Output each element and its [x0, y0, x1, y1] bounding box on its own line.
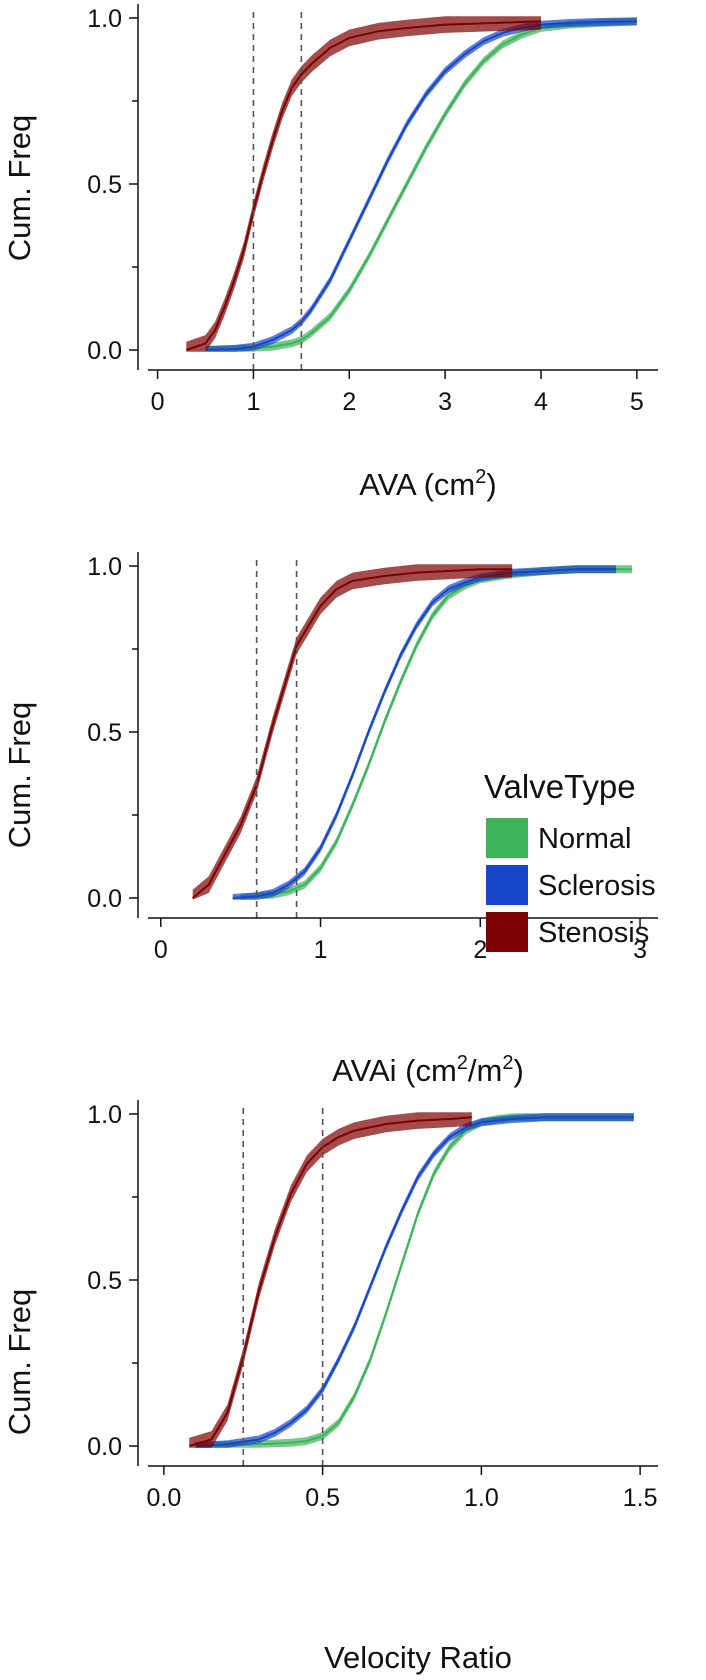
- panel-ava-xtick-label: 2: [342, 388, 356, 416]
- panel-avai-xlabel: AVAi (cm2/m2): [332, 1052, 524, 1088]
- panel-avai: 0.00.51.00 1 2 3 Cum. Freq AVAi (cm2/m2) Va…: [2, 552, 658, 1088]
- panel-velocity-ratio-curves: [189, 1112, 634, 1448]
- panel-avai-xtick-label: 0: [154, 936, 168, 964]
- legend-label-sclerosis: Sclerosis: [538, 870, 656, 902]
- panel-ava-curves: [185, 16, 637, 352]
- panel-ava-band-normal: [205, 17, 637, 352]
- panel-velocity-ratio-curve-sclerosis: [195, 1116, 634, 1447]
- panel-avai-xlabel-mid: /m: [468, 1053, 502, 1088]
- panel-avai-xtick-label: 3: [633, 936, 647, 964]
- panel-velocity-ratio-xtick-label: 0.0: [146, 1484, 181, 1512]
- panel-ava-band-stenosis: [186, 16, 542, 352]
- legend-title: ValveType: [484, 768, 636, 805]
- panel-ava-ytick-label: 0.5: [87, 171, 122, 199]
- panel-ava-reference-lines: [252, 12, 303, 370]
- panel-velocity-ratio-ytick-label: 0.5: [87, 1267, 122, 1295]
- panel-ava-xlabel: AVA (cm2): [359, 466, 496, 502]
- panel-velocity-ratio-ytick-label: 1.0: [87, 1101, 122, 1129]
- panel-avai-band-stenosis: [192, 564, 513, 900]
- panel-ava-xlabel-main: AVA (cm: [359, 467, 475, 502]
- legend-swatch-stenosis: [486, 912, 528, 952]
- panel-avai-ytick-label: 0.5: [87, 719, 122, 747]
- panel-ava-band-sclerosis: [205, 17, 637, 352]
- panel-ava-curve-sclerosis: [205, 20, 637, 351]
- panel-avai-xlabel-sup2: 2: [502, 1052, 513, 1074]
- panel-ava-ytick-label: 0.0: [87, 337, 122, 365]
- panel-ava-xtick-label: 5: [630, 388, 644, 416]
- panel-ava-xlabel-sup: 2: [475, 466, 486, 488]
- panel-velocity-ratio-curve-stenosis: [189, 1116, 472, 1447]
- panel-avai-ytick-label: 0.0: [87, 885, 122, 913]
- legend-swatch-sclerosis: [486, 865, 528, 905]
- panel-velocity-ratio-xtick-label: 1.5: [623, 1484, 658, 1512]
- legend-label-normal: Normal: [538, 823, 631, 855]
- legend: ValveType Normal Sclerosis Stenosis: [484, 768, 656, 952]
- panel-avai-ylabel: Cum. Freq: [2, 702, 37, 848]
- legend-label-stenosis: Stenosis: [538, 917, 649, 949]
- legend-swatch-normal: [486, 818, 528, 858]
- panel-ava: 0.00.51.00 1 2 3 4 5 Cum. Freq AVA (cm2): [2, 4, 658, 502]
- panel-velocity-ratio-xtick-label: 0.5: [305, 1484, 340, 1512]
- panel-avai-xlabel-sup: 2: [457, 1052, 468, 1074]
- panel-ava-xtick-label: 1: [246, 388, 260, 416]
- panel-velocity-ratio-ylabel: Cum. Freq: [2, 1289, 37, 1435]
- panel-velocity-ratio-reference-lines: [242, 1108, 324, 1466]
- panel-ava-ylabel: Cum. Freq: [2, 115, 37, 261]
- panel-velocity-ratio-xlabel: Velocity Ratio: [324, 1640, 512, 1675]
- panel-ava-xtick-label: 0: [151, 388, 165, 416]
- panel-avai-xtick-label: 2: [473, 936, 487, 964]
- panel-avai-xlabel-tail: ): [513, 1053, 523, 1088]
- panel-avai-ytick-label: 1.0: [87, 553, 122, 581]
- panel-velocity-ratio-band-sclerosis: [195, 1113, 634, 1448]
- panel-ava-ytick-label: 1.0: [87, 5, 122, 33]
- panel-avai-xtick-label: 1: [314, 936, 328, 964]
- panel-ava-xtick-label: 4: [534, 388, 548, 416]
- panel-velocity-ratio-xtick-label: 1.0: [464, 1484, 499, 1512]
- panel-avai-reference-lines: [255, 560, 298, 918]
- panel-ava-xlabel-tail: ): [486, 467, 496, 502]
- panel-ava-curve-stenosis: [185, 20, 542, 351]
- panel-avai-xlabel-main: AVAi (cm: [332, 1053, 457, 1088]
- panel-velocity-ratio-ytick-label: 0.0: [87, 1433, 122, 1461]
- panel-avai-curve-stenosis: [192, 568, 513, 899]
- panel-avai-axes: 0.0 0.5 1.0 0 1 2 3: [87, 552, 658, 964]
- panel-velocity-ratio: 0.0 0.5 1.0 0.0 0.5 1.0 1.5 Cum. Freq Velocity…: [2, 1100, 658, 1675]
- panel-ava-axes: 0.0 0.5 1.0 0 1 2 3 4 5: [87, 4, 658, 416]
- panel-velocity-ratio-axes: 0.0 0.5 1.0 0.0 0.5 1.0 1.5: [87, 1100, 658, 1512]
- panel-ava-xtick-label: 3: [438, 388, 452, 416]
- panel-avai-curves: [192, 564, 632, 900]
- panel-ava-curve-normal: [205, 20, 637, 351]
